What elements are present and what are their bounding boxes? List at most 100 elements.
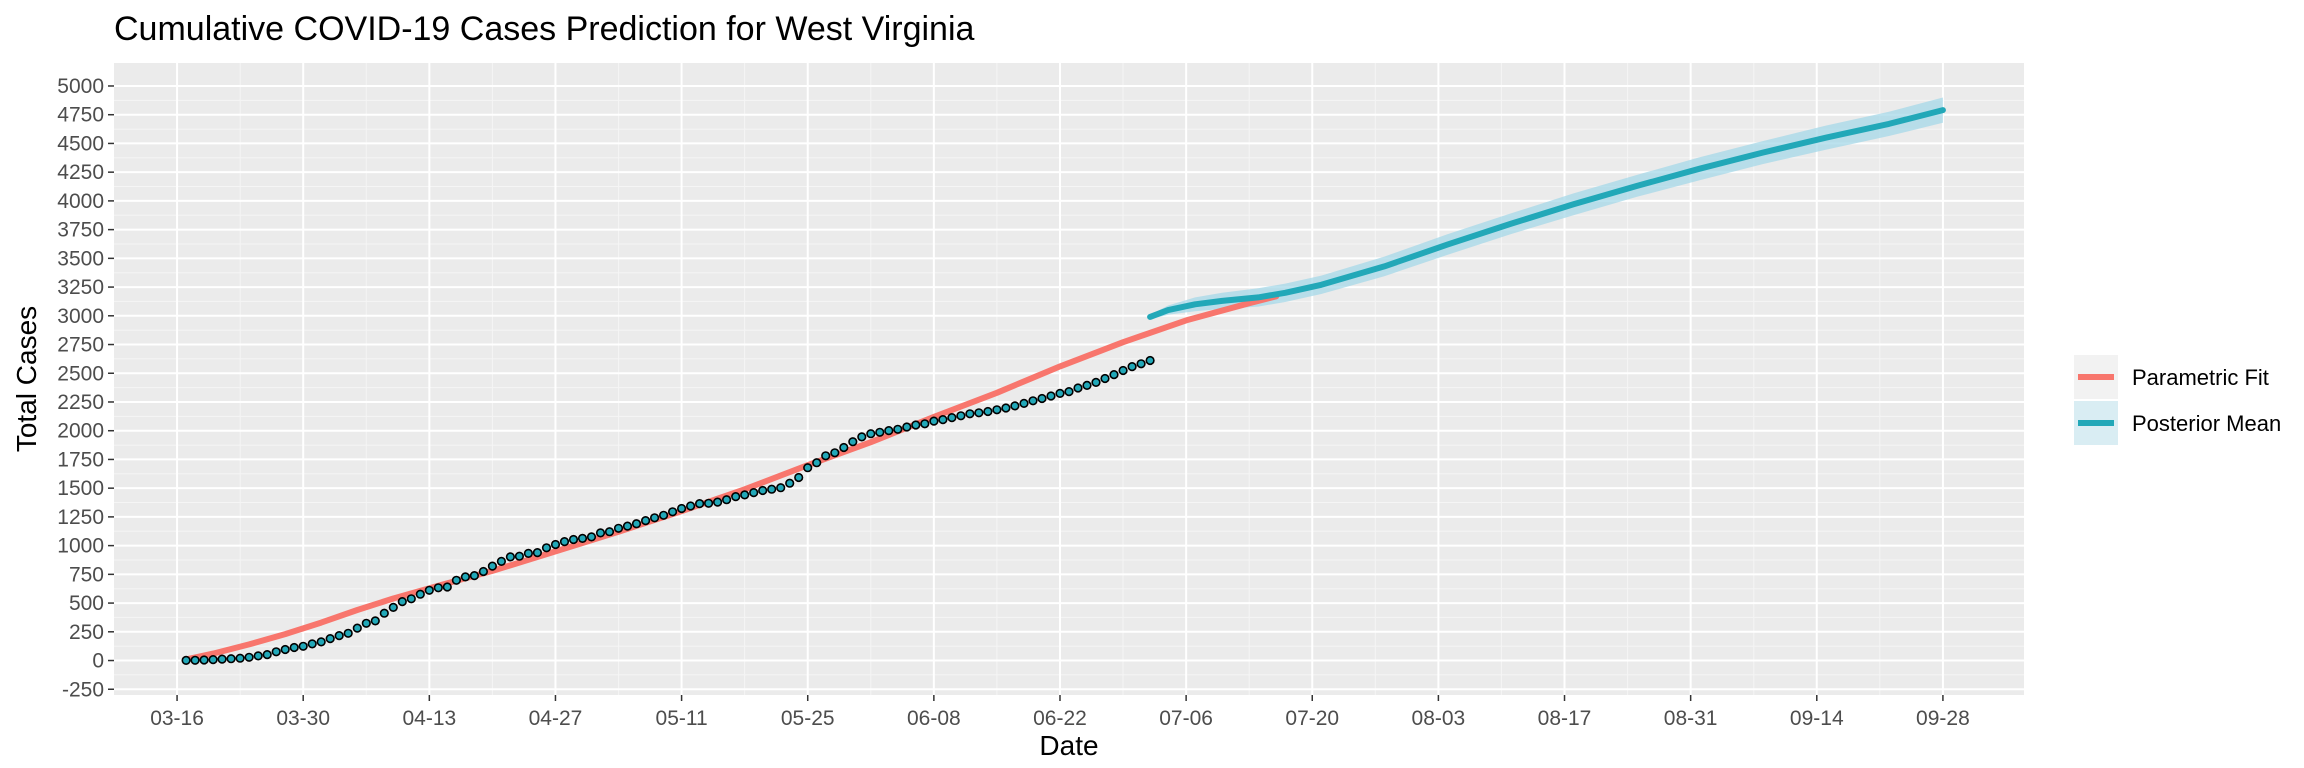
observed-point (316, 637, 326, 647)
major-gridlines (114, 63, 2024, 695)
observed-point (649, 513, 660, 523)
observed-point (289, 642, 299, 653)
y-tick-label: 4500 (57, 132, 104, 155)
observed-point (875, 427, 885, 437)
observed-point (740, 490, 750, 500)
x-tick-label: 09-14 (1790, 707, 1844, 730)
observed-point (1073, 383, 1083, 393)
observed-point (785, 478, 795, 488)
observed-point (1091, 377, 1101, 388)
observed-point (884, 426, 894, 436)
observed-point (640, 515, 651, 526)
y-tick-label: 3750 (57, 219, 104, 242)
observed-point (631, 519, 642, 529)
x-tick-label: 06-22 (1033, 707, 1087, 730)
observed-point (721, 495, 732, 505)
observed-point (911, 420, 921, 430)
y-tick-label: 4750 (57, 104, 104, 127)
observed-point (460, 572, 471, 582)
observed-point (568, 534, 579, 545)
observed-point (1100, 373, 1110, 384)
observed-point (1127, 362, 1137, 372)
observed-point (929, 416, 939, 426)
observed-point (406, 594, 416, 604)
observed-point (731, 492, 741, 502)
observed-point (604, 527, 615, 537)
observed-point (658, 510, 669, 520)
observed-point (244, 652, 254, 662)
x-tick-label: 08-31 (1664, 707, 1718, 730)
observed-point (217, 654, 227, 664)
observed-point (271, 647, 281, 657)
y-tick-label: 0 (92, 650, 104, 673)
observed-point (541, 543, 552, 553)
observed-point (1145, 355, 1155, 366)
observed-point (181, 655, 191, 666)
y-tick-label: 500 (69, 592, 104, 615)
x-tick-label: 03-30 (276, 707, 330, 730)
observed-point (595, 528, 606, 538)
observed-point (902, 422, 912, 432)
y-tick-label: 2500 (57, 362, 104, 385)
observed-point (397, 596, 407, 607)
x-tick-label: 04-27 (529, 707, 583, 730)
x-tick-label: 08-17 (1538, 707, 1592, 730)
observed-point (1055, 388, 1065, 399)
observed-point (694, 499, 705, 509)
observed-point (487, 561, 498, 571)
observed-point (586, 532, 597, 542)
observed-point (559, 536, 570, 547)
legend-label-posterior-mean: Posterior Mean (2132, 411, 2281, 436)
observed-point (496, 556, 507, 567)
observed-point (379, 608, 389, 618)
y-tick-label: 250 (69, 621, 104, 644)
observed-point (235, 653, 245, 663)
observed-point (424, 585, 434, 595)
observed-point (839, 442, 849, 453)
observed-point (1082, 380, 1092, 391)
observed-point (676, 503, 687, 514)
observed-points-layer (181, 355, 1155, 666)
legend-label-parametric-fit: Parametric Fit (2132, 365, 2269, 390)
observed-point (703, 498, 714, 508)
observed-point (253, 651, 263, 661)
observed-point (550, 539, 561, 550)
observed-point (208, 654, 218, 665)
y-tick-label: 4000 (57, 190, 104, 213)
observed-point (415, 589, 425, 599)
y-axis-title: Total Cases (11, 306, 42, 452)
observed-point (442, 582, 452, 592)
observed-point (812, 458, 822, 468)
observed-point (532, 547, 543, 558)
observed-point (848, 437, 858, 447)
y-tick-label: 2750 (57, 334, 104, 357)
posterior-mean-line (1147, 107, 1946, 320)
y-tick-label: 3250 (57, 276, 104, 299)
observed-point (451, 575, 462, 585)
y-tick-label: 1750 (57, 448, 104, 471)
observed-point (974, 408, 984, 418)
observed-point (794, 472, 804, 483)
observed-point (947, 413, 957, 423)
observed-point (749, 488, 759, 498)
y-tick-label: 3000 (57, 305, 104, 328)
observed-point (1028, 396, 1038, 406)
observed-point (190, 655, 200, 665)
observed-point (1046, 391, 1056, 401)
observed-point (1136, 359, 1146, 369)
observed-point (920, 419, 930, 429)
observed-point (1010, 401, 1020, 411)
observed-point (361, 618, 371, 628)
observed-point (992, 405, 1002, 415)
observed-point (280, 644, 290, 655)
x-tick-label: 06-08 (907, 707, 961, 730)
observed-point (758, 485, 768, 496)
observed-point (307, 639, 317, 649)
x-tick-label: 03-16 (150, 707, 204, 730)
x-tick-label: 07-20 (1285, 707, 1339, 730)
x-tick-label: 09-28 (1916, 707, 1970, 730)
y-tick-label: 4250 (57, 161, 104, 184)
y-axis: -250 0 250 500 750 1000 1250 1500 1750 2000 2250 25… (57, 75, 114, 701)
observed-point (577, 533, 588, 544)
